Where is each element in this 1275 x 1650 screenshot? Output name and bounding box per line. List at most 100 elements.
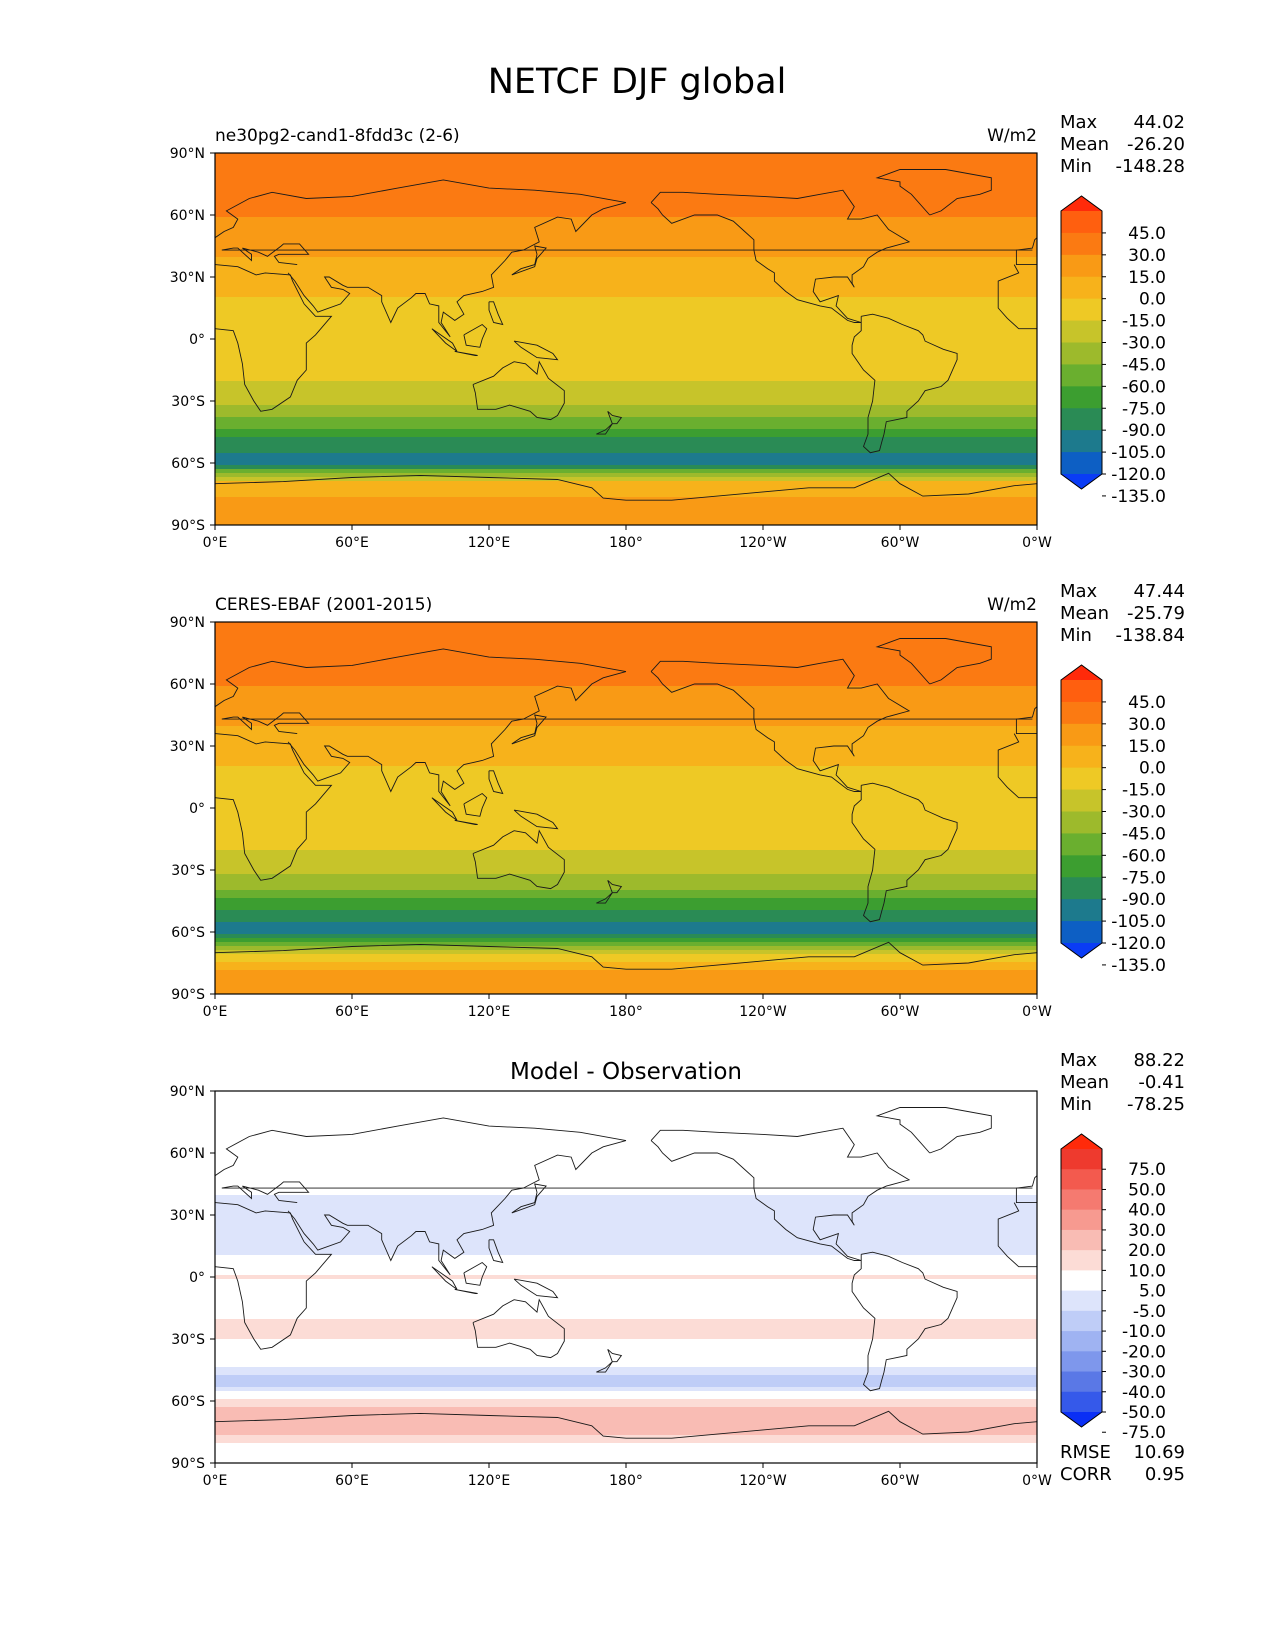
stat-value-mean: -26.20 [1127, 134, 1185, 155]
coastline [607, 1348, 623, 1363]
colorbar-tick-label: -90.0 [1122, 421, 1166, 441]
field-band [215, 213, 1037, 218]
field-band [215, 722, 1037, 727]
field-band [215, 1447, 1037, 1452]
colorbar-swatch [1061, 723, 1102, 747]
field-band [215, 750, 1037, 755]
field-band [215, 273, 1037, 278]
colorbar-swatch [1061, 386, 1102, 409]
stat-label-mean: Mean [1060, 1072, 1109, 1093]
field-band [215, 814, 1037, 819]
coastline [607, 410, 623, 425]
field-band [215, 401, 1037, 406]
panels: 0°E 60°E 120°E 180° 120°W 60°W 0°W 90°N 60°N 30°N… [170, 112, 1185, 1489]
field-band [215, 153, 1037, 158]
field-band [215, 1335, 1037, 1340]
colorbar-tick-label: 45.0 [1128, 224, 1166, 244]
field-band [215, 874, 1037, 879]
y-tick-label: 60°N [170, 677, 205, 693]
field-band [215, 245, 1037, 250]
colorbar-swatch [1061, 276, 1102, 300]
colorbar-swatch [1061, 855, 1102, 878]
colorbar-tick-label: -60.0 [1122, 377, 1166, 397]
field-band [215, 1267, 1037, 1272]
x-tick-label: 60°W [881, 1004, 920, 1020]
coastline [626, 1410, 1037, 1439]
y-tick-label: 30°N [170, 270, 205, 286]
field-band [215, 702, 1037, 707]
field-band [215, 634, 1037, 639]
field-band [215, 1343, 1037, 1348]
field-band [215, 345, 1037, 350]
field-band [215, 1139, 1037, 1144]
field-band [215, 417, 1037, 422]
x-tick-label: 0°E [203, 535, 228, 551]
y-tick-label: 90°S [171, 987, 205, 1003]
field-band [215, 950, 1037, 955]
field-band [215, 806, 1037, 811]
field-band [215, 1303, 1037, 1308]
field-band [215, 978, 1037, 983]
coastline [472, 360, 565, 421]
field-band [215, 1407, 1037, 1412]
field-band [215, 249, 1037, 254]
field-band [215, 181, 1037, 186]
field-band [215, 1235, 1037, 1240]
field-band [215, 317, 1037, 322]
coastline [215, 179, 627, 239]
colorbar-tick-label: 5.0 [1139, 1282, 1166, 1302]
field-band [215, 1327, 1037, 1332]
x-tick-label: 60°W [881, 535, 920, 551]
coastline [488, 770, 504, 795]
stat-label-rmse: RMSE [1060, 1442, 1111, 1463]
x-tick-label: 180° [609, 1004, 643, 1020]
colorbar-tick-label: -15.0 [1122, 781, 1166, 801]
y-tick-label: 0° [189, 801, 205, 817]
colorbar-swatch [1061, 211, 1102, 234]
colorbar-tick-label: 15.0 [1128, 737, 1166, 757]
field-band [215, 1387, 1037, 1392]
coastline [287, 671, 627, 807]
colorbar-swatch [1061, 364, 1102, 387]
colorbar-extend-min [1061, 943, 1102, 958]
field-band [215, 858, 1037, 863]
field-band [215, 854, 1037, 859]
y-tick-label: 90°N [170, 1084, 205, 1100]
colorbar-swatch [1061, 1169, 1102, 1190]
field-band [215, 157, 1037, 162]
stat-value-min: -78.25 [1127, 1094, 1185, 1115]
stat-value-mean: -25.79 [1127, 603, 1185, 624]
field-band [215, 337, 1037, 342]
colorbar-swatch [1061, 320, 1102, 343]
field-band [215, 986, 1037, 991]
field-band [215, 626, 1037, 631]
y-tick-label: 60°N [170, 208, 205, 224]
field-band [215, 505, 1037, 510]
field-band [215, 1107, 1037, 1112]
field-band [215, 193, 1037, 198]
colorbar-extend-max [1061, 196, 1102, 211]
field-band [215, 1123, 1037, 1128]
field-band [215, 990, 1037, 994]
colorbar-tick-label: -120.0 [1111, 465, 1166, 485]
colorbar-tick-label: 15.0 [1128, 268, 1166, 288]
field-band [215, 642, 1037, 647]
coastline [454, 1288, 478, 1294]
colorbar-swatch [1061, 877, 1102, 900]
colorbar-tick-label: -5.0 [1133, 1302, 1166, 1322]
colorbar-swatch [1061, 921, 1102, 944]
stat-value-min: -148.28 [1116, 156, 1185, 177]
stat-value-min: -138.84 [1116, 625, 1185, 646]
colorbar-tick-label: 75.0 [1128, 1160, 1166, 1180]
field-band [215, 650, 1037, 655]
panel-3: 0°E 60°E 120°E 180° 120°W 60°W 0°W 90°N 60°N 30°N… [170, 1050, 1185, 1489]
field-band [215, 922, 1037, 927]
colorbar-tick-label: -30.0 [1122, 803, 1166, 823]
stat-value-corr: 0.95 [1145, 1464, 1185, 1485]
field-band [215, 409, 1037, 414]
field-band [215, 1135, 1037, 1140]
field-band [215, 810, 1037, 815]
field-band [215, 1315, 1037, 1320]
field-band [215, 870, 1037, 875]
field-band [215, 469, 1037, 474]
